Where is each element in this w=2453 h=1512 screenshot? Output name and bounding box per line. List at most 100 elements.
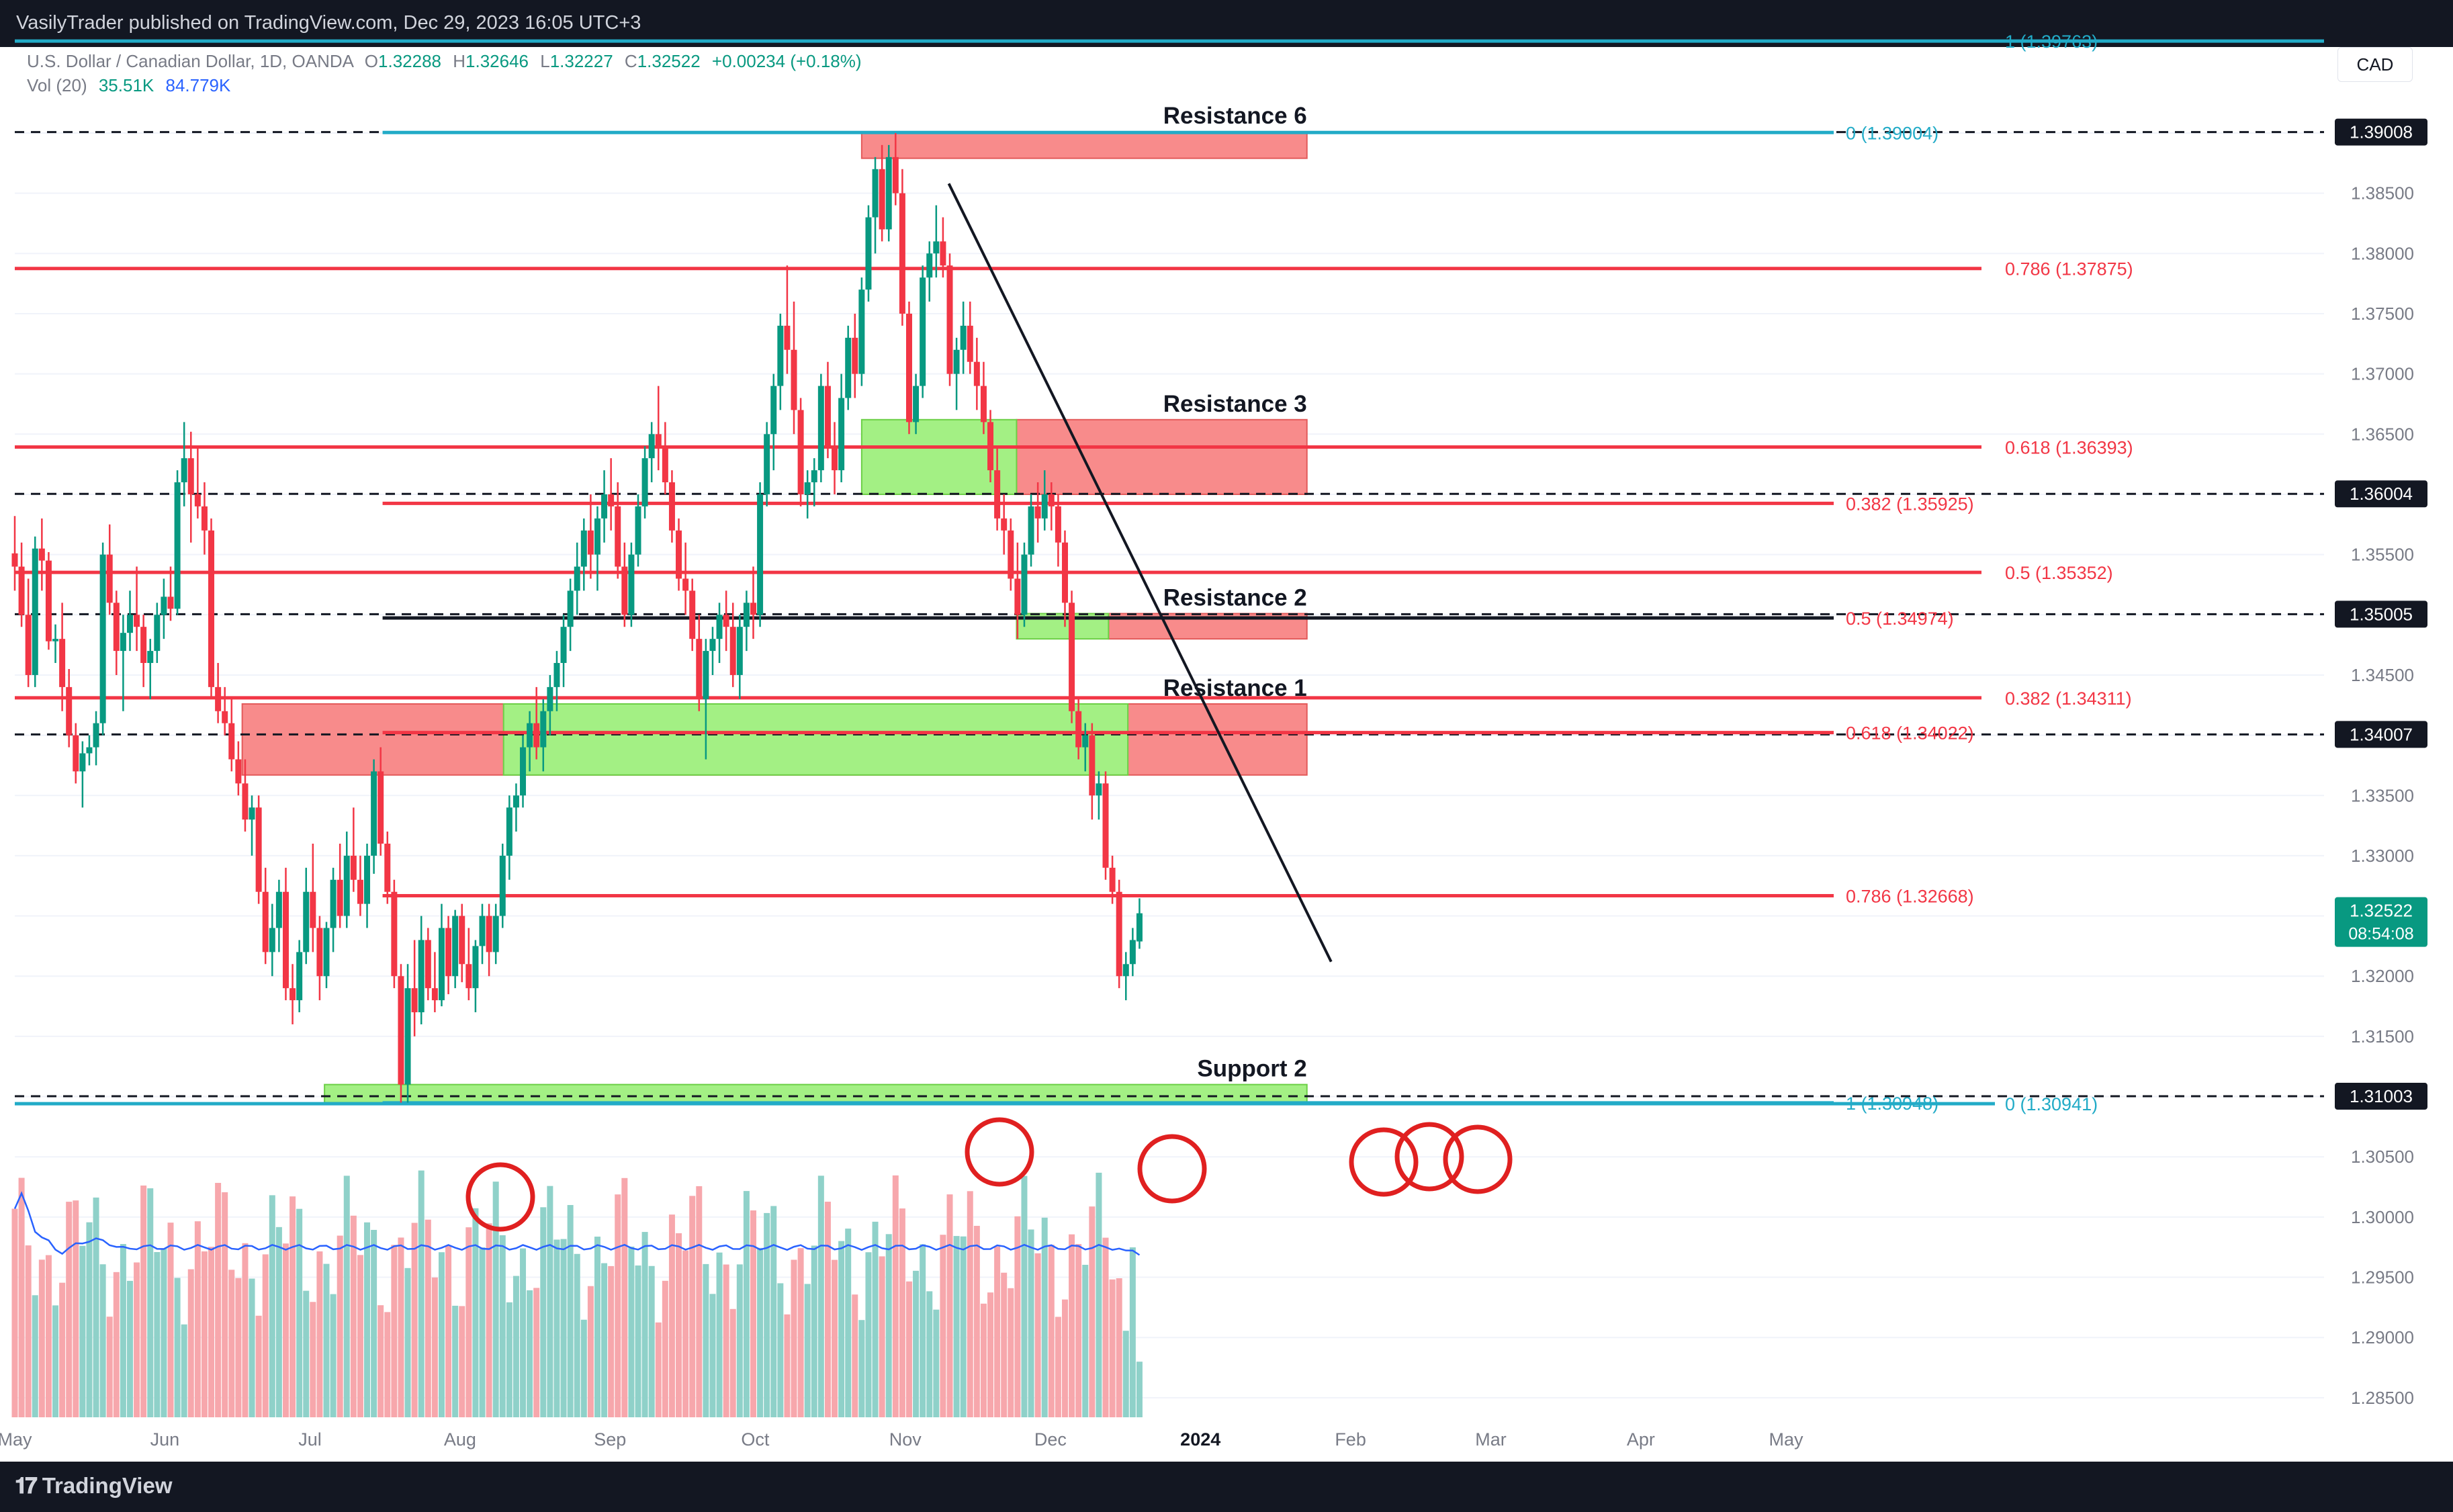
- volume-bar: [337, 1235, 343, 1417]
- candle-body: [676, 530, 682, 579]
- volume-bar: [425, 1219, 431, 1417]
- candle-body: [323, 928, 330, 977]
- candle-body: [1129, 940, 1136, 965]
- volume-bar: [757, 1247, 764, 1417]
- volume-bar: [553, 1239, 560, 1417]
- x-tick-label: Jul: [298, 1429, 322, 1450]
- volume-bar: [1096, 1172, 1102, 1417]
- volume-bar: [920, 1244, 926, 1417]
- time-axis[interactable]: May Jun Jul Aug Sep Oct Nov Dec 2024 Feb Mar Apr May: [0, 1429, 1803, 1450]
- candle-body: [249, 807, 255, 820]
- fib-left-label: 0.618 (1.36393): [2005, 437, 2133, 457]
- candle-body: [1014, 578, 1021, 615]
- low-value: 1.32227: [549, 51, 613, 71]
- volume-ma-value: 84.779K: [165, 75, 231, 95]
- volume-bar: [662, 1280, 668, 1417]
- candle-body: [1122, 964, 1129, 977]
- candle-body: [445, 928, 452, 977]
- candle-body: [608, 494, 615, 506]
- volume-bar: [120, 1244, 126, 1417]
- price-tag-label: 1.34007: [2350, 724, 2413, 744]
- volume-bar: [512, 1276, 519, 1417]
- candle-body: [269, 928, 275, 952]
- volume-bar: [682, 1250, 689, 1417]
- candle-body: [764, 434, 770, 494]
- candle-body: [899, 193, 905, 314]
- candle-body: [25, 615, 32, 675]
- trend-line: [947, 183, 1333, 963]
- candle-body: [905, 313, 912, 423]
- price-tag-label: 1.36004: [2350, 484, 2413, 504]
- candle-body: [167, 596, 174, 609]
- volume-bar: [547, 1186, 553, 1417]
- candle-body: [289, 988, 296, 1001]
- candle-body: [1008, 530, 1014, 579]
- candle-body: [1089, 735, 1096, 796]
- volume-bar: [371, 1229, 377, 1417]
- volume-bar: [574, 1253, 580, 1417]
- x-tick-label: Jun: [150, 1429, 180, 1450]
- price-tag-bg: [2335, 721, 2427, 748]
- candle-body: [337, 879, 343, 916]
- zone-support: [324, 1083, 1308, 1104]
- price-axis[interactable]: 1.390001.385001.380001.375001.370001.365…: [2324, 47, 2453, 1417]
- candle-body: [228, 723, 235, 760]
- symbol-name: U.S. Dollar / Canadian Dollar, 1D, OANDA: [27, 51, 353, 71]
- candle-body: [512, 795, 519, 808]
- volume-bar: [804, 1284, 811, 1417]
- volume-bar: [689, 1196, 696, 1417]
- volume-bar: [411, 1222, 418, 1417]
- zone-label: Support 2: [1197, 1056, 1306, 1082]
- volume-bar: [601, 1263, 608, 1417]
- candle-body: [824, 386, 831, 447]
- volume-annotation-circle: [465, 1162, 535, 1232]
- candle-body: [140, 627, 147, 664]
- candle-body: [154, 615, 161, 652]
- tradingview-logo[interactable]: 𝟏𝟕 TradingView: [15, 1473, 172, 1499]
- candle-body: [662, 446, 668, 483]
- candle-body: [486, 916, 492, 952]
- candle-body: [1082, 735, 1089, 748]
- volume-ma-line: [13, 1191, 1141, 1256]
- candle-body: [398, 976, 404, 1085]
- candle-body: [520, 747, 527, 796]
- volume-bar: [1089, 1206, 1096, 1417]
- volume-bar: [38, 1259, 45, 1417]
- candle-body: [371, 771, 377, 856]
- y-tick-label: 1.33000: [2351, 846, 2414, 866]
- candle-body: [11, 553, 18, 567]
- volume-bar: [784, 1314, 791, 1417]
- candle-body: [45, 560, 52, 641]
- fib-right-label: 1 (1.30948): [1846, 1094, 1938, 1114]
- volume-bar: [1129, 1247, 1136, 1417]
- candle-body: [527, 723, 533, 748]
- candle-body: [391, 891, 398, 977]
- volume-bar: [953, 1236, 960, 1417]
- volume-bar: [696, 1186, 703, 1417]
- volume-bar: [608, 1265, 615, 1417]
- fib-right-label: 0.382 (1.35925): [1846, 494, 1974, 514]
- volume-bar: [777, 1283, 784, 1417]
- fib-right-label: 0 (1.39004): [1846, 123, 1938, 143]
- candle-body: [682, 578, 689, 591]
- x-tick-label: Aug: [444, 1429, 476, 1450]
- volume-bar: [86, 1222, 93, 1417]
- volume-bar: [32, 1295, 38, 1417]
- volume-annotation-circle: [1137, 1134, 1207, 1204]
- candle-body: [858, 290, 865, 374]
- candle-body: [865, 217, 872, 290]
- fib-left-label: 0.786 (1.37875): [2005, 259, 2133, 279]
- candle-body: [364, 855, 371, 904]
- volume-bar: [913, 1270, 920, 1417]
- volume-bar: [486, 1223, 492, 1417]
- candle-body: [655, 434, 662, 447]
- y-tick-label: 1.30500: [2351, 1147, 2414, 1167]
- volume-bar: [357, 1255, 363, 1417]
- volume-bar: [269, 1195, 275, 1417]
- candle-body: [811, 470, 817, 483]
- currency-button[interactable]: CAD: [2337, 47, 2413, 82]
- volume-bar: [533, 1288, 540, 1417]
- volume-bar: [134, 1262, 140, 1417]
- candle-body: [425, 940, 431, 989]
